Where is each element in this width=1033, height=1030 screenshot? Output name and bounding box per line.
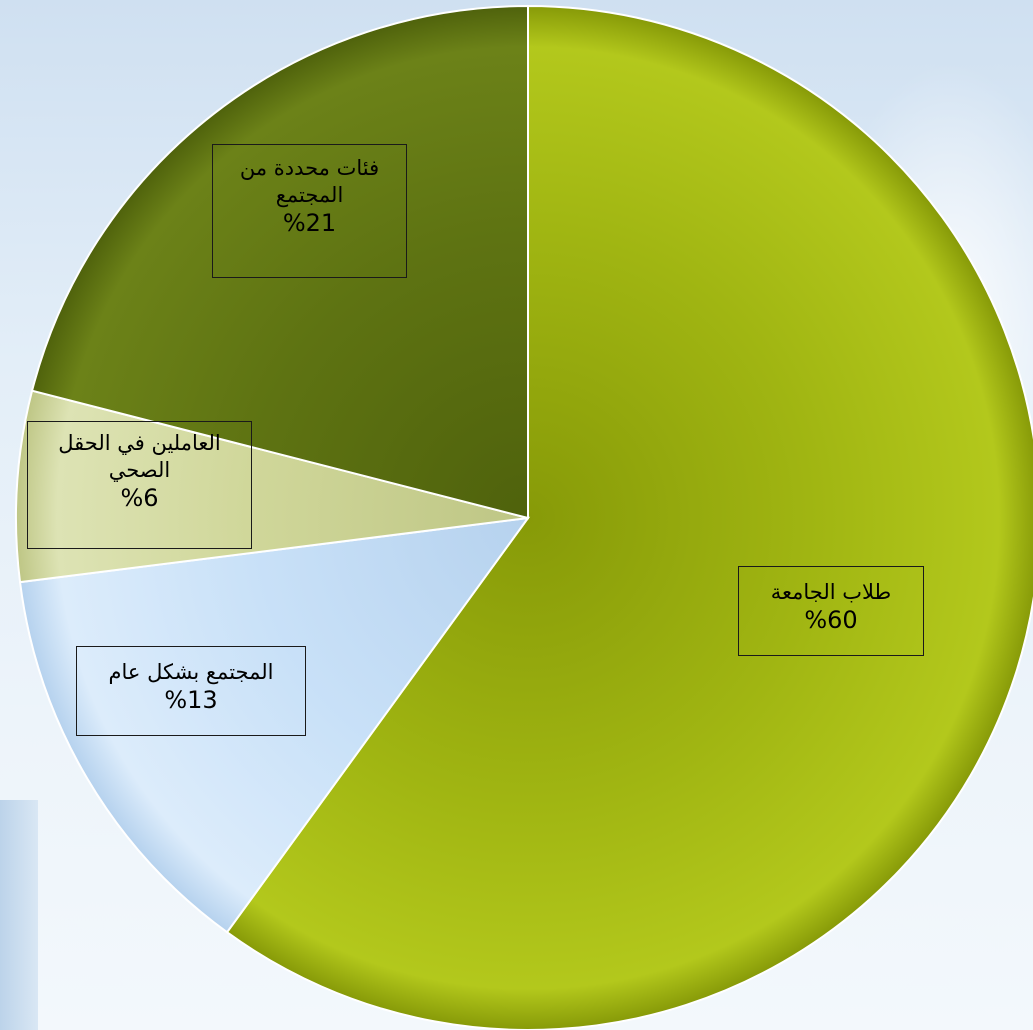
- pie-slice-general-community: [18, 516, 531, 934]
- slice-label-specific-groups: فئات محددة من المجتمع %21: [212, 144, 407, 278]
- slice-value-label: %6: [120, 484, 159, 512]
- slice-value-label: %13: [164, 686, 218, 714]
- background-band: [0, 800, 38, 1030]
- slice-label-university-students: طلاب الجامعة %60: [738, 566, 924, 656]
- slice-label-general-community: المجتمع بشكل عام %13: [76, 646, 306, 736]
- pie-slice-specific-groups: [30, 4, 529, 520]
- pie-slice-health-workers: [15, 389, 529, 584]
- slice-value-label: %60: [804, 606, 858, 634]
- slice-label-text: طلاب الجامعة: [770, 580, 892, 604]
- pie-slice-university-students: [225, 4, 1033, 1030]
- slice-value-label: %21: [282, 209, 337, 237]
- slice-label-text: العاملين في الحقل الصحي: [58, 431, 221, 482]
- pie-slices: [15, 4, 1033, 1030]
- slice-label-text: فئات محددة من المجتمع: [239, 156, 380, 207]
- slice-label-health-workers: العاملين في الحقل الصحي %6: [27, 421, 252, 549]
- slice-label-text: المجتمع بشكل عام: [108, 660, 274, 684]
